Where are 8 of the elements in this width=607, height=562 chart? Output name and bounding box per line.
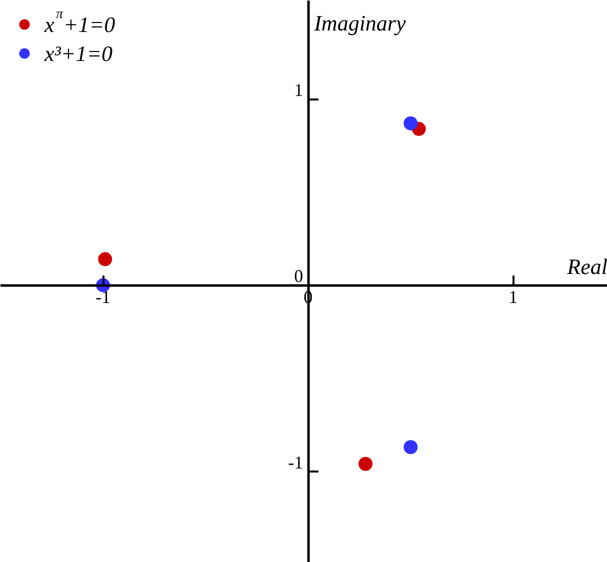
y-axis-title: Imaginary — [313, 10, 406, 36]
y-tick-label: 1 — [294, 80, 304, 100]
y-tick-label: 0 — [294, 266, 304, 286]
x-axis-title: Real — [566, 254, 607, 280]
y-tick-label: -1 — [288, 452, 304, 472]
legend-label: x³+1=0 — [44, 41, 113, 66]
x-tick-label: 1 — [508, 287, 518, 308]
x-tick-label: -1 — [96, 287, 111, 308]
